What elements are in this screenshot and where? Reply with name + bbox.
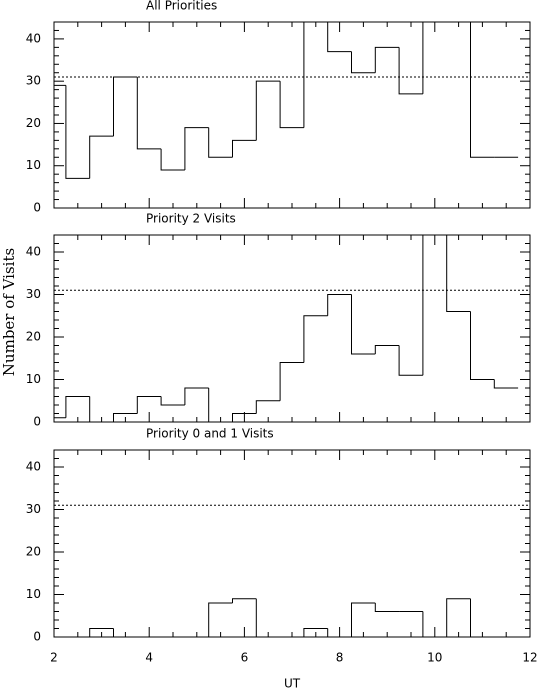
x-tick-label: 8	[336, 651, 344, 665]
histogram-step	[374, 603, 400, 612]
y-tick-label: 0	[33, 630, 41, 644]
panel-title: All Priorities	[146, 0, 217, 13]
x-tick-label: 4	[145, 651, 153, 665]
plot-area	[54, 235, 530, 422]
histogram-step	[422, 22, 424, 94]
y-tick-label: 40	[26, 31, 41, 45]
y-axis-label: Number of Visits	[0, 248, 18, 376]
y-tick-label: 0	[33, 201, 41, 215]
x-tick-label: 12	[522, 651, 537, 665]
plot-area	[54, 22, 530, 179]
y-tick-label: 10	[26, 587, 41, 601]
plot-frame	[53, 449, 531, 638]
histogram-step	[255, 400, 281, 414]
histogram-step	[446, 598, 471, 637]
x-axis-label: UT	[284, 677, 301, 688]
y-tick-label: 20	[26, 545, 41, 559]
histogram-step	[136, 396, 162, 414]
histogram-step	[470, 598, 495, 637]
x-tick-label: 6	[241, 651, 249, 665]
histogram-step	[470, 22, 495, 158]
y-tick-label: 40	[26, 460, 41, 474]
y-tick-label: 30	[26, 74, 41, 88]
histogram-step	[208, 388, 233, 422]
histogram-step	[89, 396, 114, 422]
histogram-step	[54, 84, 66, 86]
y-tick-label: 40	[26, 245, 41, 259]
y-tick-label: 30	[26, 502, 41, 516]
histogram-step	[65, 85, 90, 179]
histogram-step	[398, 345, 423, 376]
y-tick-label: 10	[26, 372, 41, 386]
y-tick-label: 20	[26, 330, 41, 344]
histogram-step	[89, 628, 114, 637]
histogram-step	[327, 22, 352, 53]
plot-area	[54, 504, 530, 637]
panel-title: Priority 2 Visits	[146, 212, 236, 226]
panel: All Priorities 0 10 20 30 40	[26, 0, 531, 215]
histogram-step	[279, 81, 304, 129]
histogram-step	[232, 139, 257, 158]
histogram-step	[65, 396, 90, 418]
plot-frame	[53, 21, 531, 209]
y-tick-label: 0	[33, 415, 41, 429]
histogram-step	[493, 379, 519, 389]
x-tick-label: 2	[50, 651, 58, 665]
plot-frame	[53, 234, 531, 423]
histogram-step	[422, 235, 424, 376]
histogram-step	[160, 148, 185, 171]
histogram-step	[232, 598, 257, 603]
histogram-step	[113, 76, 138, 137]
histogram-step	[303, 22, 305, 128]
histogram-step	[279, 362, 304, 401]
histogram-step	[470, 311, 495, 380]
histogram-step	[184, 127, 209, 170]
panel-title: Priority 0 and 1 Visits	[146, 427, 274, 441]
histogram-step	[303, 315, 328, 363]
histogram-step	[232, 413, 257, 422]
histogram-step	[374, 345, 400, 354]
histogram-step	[327, 294, 352, 316]
histogram-step	[446, 235, 471, 312]
y-tick-label: 10	[26, 158, 41, 172]
histogram-step	[160, 396, 185, 406]
panel: Priority 2 Visits 0 10 20 30 40	[26, 212, 531, 429]
histogram-step	[136, 76, 162, 150]
histogram-step	[422, 611, 447, 637]
histogram-step	[255, 598, 281, 637]
histogram-step	[327, 628, 352, 637]
histogram-step	[398, 47, 423, 95]
y-tick-label: 30	[26, 287, 41, 301]
histogram-step	[351, 294, 376, 355]
histogram-step	[208, 127, 233, 158]
histogram-step	[113, 413, 138, 422]
histogram-step	[208, 602, 233, 637]
histogram-step	[89, 135, 114, 179]
histogram-step	[113, 628, 138, 637]
panel: Priority 0 and 1 Visits 0 10 20 30 40 2 4 6 8 10 12	[26, 427, 538, 665]
histogram-step	[351, 51, 376, 74]
histogram-step	[54, 417, 66, 419]
histogram-step	[303, 628, 328, 637]
histogram-step	[184, 387, 209, 405]
x-tick-label: 10	[427, 651, 442, 665]
histogram-step	[255, 80, 281, 141]
histogram-step	[374, 46, 400, 73]
y-tick-label: 20	[26, 116, 41, 130]
histogram-step	[351, 602, 376, 637]
